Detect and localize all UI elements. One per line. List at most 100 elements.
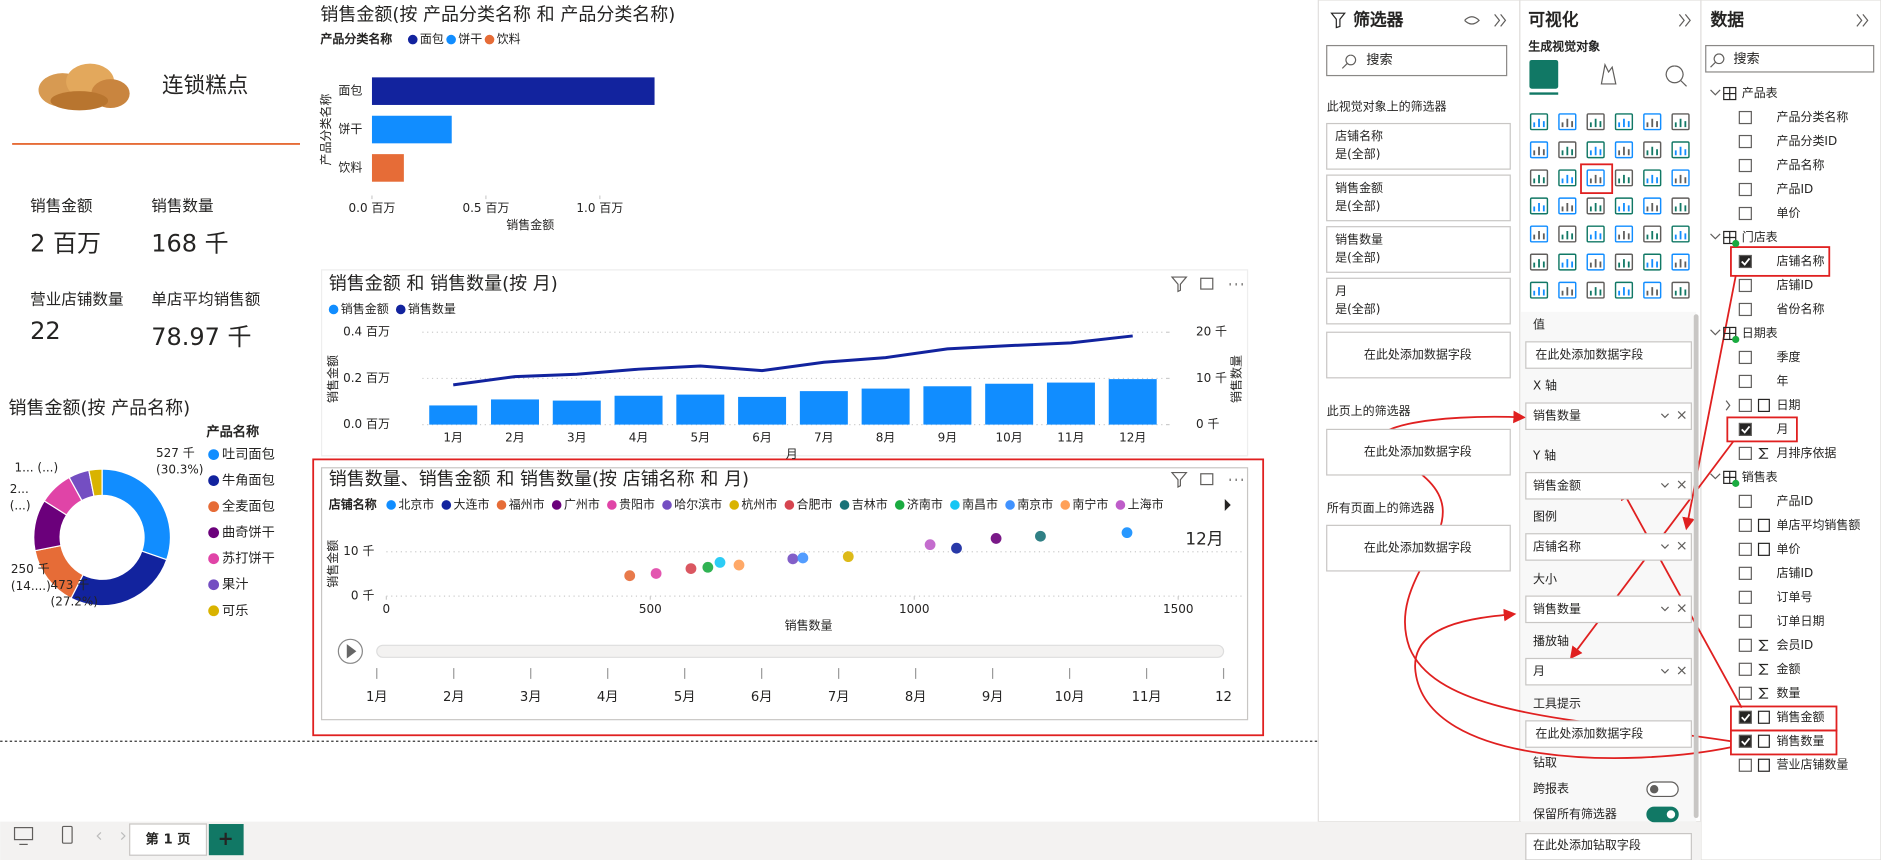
checkbox[interactable] xyxy=(1738,518,1752,532)
visual-icon[interactable] xyxy=(1558,197,1577,215)
visual-icon[interactable] xyxy=(1671,197,1690,215)
page-tab[interactable] xyxy=(129,823,208,856)
visual-icon[interactable] xyxy=(1614,281,1634,299)
visual-icon[interactable] xyxy=(1558,253,1577,271)
checkbox[interactable] xyxy=(1738,278,1752,293)
visual-icon[interactable] xyxy=(1643,281,1662,299)
checkbox[interactable] xyxy=(1738,494,1752,508)
visual-icon[interactable] xyxy=(1586,281,1605,299)
visual-icon[interactable] xyxy=(1529,253,1549,271)
search-box[interactable] xyxy=(1705,44,1875,73)
expand[interactable] xyxy=(1710,89,1721,96)
pane-icons[interactable] xyxy=(1464,14,1507,27)
visual-icon[interactable] xyxy=(1643,197,1662,215)
well-controls[interactable] xyxy=(1660,604,1686,613)
checkbox[interactable] xyxy=(1738,374,1752,389)
visual-icon[interactable] xyxy=(1614,113,1634,131)
well-controls[interactable] xyxy=(1660,666,1686,675)
format-tab[interactable] xyxy=(1600,62,1617,85)
checkbox[interactable] xyxy=(1738,254,1752,269)
collapse[interactable] xyxy=(1678,14,1691,27)
visual-icon[interactable] xyxy=(1671,281,1690,299)
visual-icon[interactable] xyxy=(1529,141,1549,159)
analytics-tab[interactable] xyxy=(1665,65,1687,87)
tab-icons[interactable] xyxy=(13,825,126,846)
checkbox[interactable] xyxy=(1738,110,1752,125)
play-track[interactable] xyxy=(376,644,1225,658)
add-page-button[interactable] xyxy=(208,824,244,856)
well-box[interactable] xyxy=(1525,657,1692,686)
checkbox[interactable] xyxy=(1738,206,1752,221)
checkbox[interactable] xyxy=(1738,398,1752,413)
filter-card[interactable] xyxy=(1326,428,1511,476)
checkbox[interactable] xyxy=(1738,734,1752,748)
checkbox[interactable] xyxy=(1738,758,1752,772)
visual-icon[interactable] xyxy=(1671,113,1690,131)
visual-icon[interactable] xyxy=(1614,141,1634,159)
filter-card[interactable] xyxy=(1326,524,1511,572)
visual-icon[interactable] xyxy=(1586,113,1605,131)
visual-icon[interactable] xyxy=(1558,281,1577,299)
visual-icon[interactable] xyxy=(1643,169,1662,187)
expand[interactable] xyxy=(1710,233,1721,240)
visual-icon[interactable] xyxy=(1558,169,1577,187)
visual-header-icons[interactable] xyxy=(1170,276,1243,488)
checkbox[interactable] xyxy=(1738,350,1752,365)
visual-icon[interactable] xyxy=(1529,225,1549,243)
filter-card[interactable] xyxy=(1326,122,1511,170)
expand[interactable] xyxy=(1710,473,1721,480)
filter-card[interactable] xyxy=(1326,277,1511,325)
checkbox[interactable] xyxy=(1738,710,1752,724)
checkbox[interactable] xyxy=(1738,422,1752,436)
visual-icon[interactable] xyxy=(1671,141,1690,159)
visual-icon[interactable] xyxy=(1558,113,1577,131)
checkbox[interactable] xyxy=(1738,590,1752,604)
well-box[interactable] xyxy=(1525,341,1692,369)
visual-icon[interactable] xyxy=(1529,169,1549,187)
well-controls[interactable] xyxy=(1660,541,1686,550)
checkbox[interactable] xyxy=(1738,638,1752,652)
play-icon[interactable] xyxy=(346,644,357,659)
visual-icon[interactable] xyxy=(1614,225,1634,243)
visual-icon[interactable] xyxy=(1643,141,1662,159)
checkbox[interactable] xyxy=(1738,158,1752,173)
visual-icon[interactable] xyxy=(1529,113,1549,131)
expand[interactable] xyxy=(1725,400,1731,411)
visual-icon[interactable] xyxy=(1558,225,1577,243)
well-box[interactable] xyxy=(1525,720,1692,748)
visual-icon[interactable] xyxy=(1586,169,1605,187)
visual-icon[interactable] xyxy=(1671,253,1690,271)
visual-icon[interactable] xyxy=(1614,169,1634,187)
filter-card[interactable] xyxy=(1326,331,1511,379)
visual-icon[interactable] xyxy=(1529,281,1549,299)
well-controls[interactable] xyxy=(1660,480,1686,489)
checkbox[interactable] xyxy=(1738,446,1752,460)
checkbox[interactable] xyxy=(1738,182,1752,197)
visual-icon[interactable] xyxy=(1586,253,1605,271)
legend-next[interactable] xyxy=(1224,498,1231,511)
checkbox[interactable] xyxy=(1738,542,1752,556)
build-tab[interactable] xyxy=(1529,59,1559,89)
visual-icon[interactable] xyxy=(1643,113,1662,131)
checkbox[interactable] xyxy=(1738,566,1752,580)
visual-icon[interactable] xyxy=(1586,225,1605,243)
checkbox[interactable] xyxy=(1738,302,1752,317)
checkbox[interactable] xyxy=(1738,662,1752,676)
filter-card[interactable] xyxy=(1326,174,1511,222)
visual-icon[interactable] xyxy=(1643,225,1662,243)
drill-box[interactable] xyxy=(1525,833,1692,860)
checkbox[interactable] xyxy=(1738,134,1752,149)
collapse[interactable] xyxy=(1856,14,1869,27)
visual-icon[interactable] xyxy=(1529,197,1549,215)
expand[interactable] xyxy=(1710,329,1721,336)
checkbox[interactable] xyxy=(1738,686,1752,700)
visual-icon[interactable] xyxy=(1671,225,1690,243)
well-controls[interactable] xyxy=(1660,410,1686,420)
visual-icon[interactable] xyxy=(1614,197,1634,215)
filter-card[interactable] xyxy=(1326,226,1511,273)
checkbox[interactable] xyxy=(1738,614,1752,628)
visual-icon[interactable] xyxy=(1671,169,1690,187)
visual-icon[interactable] xyxy=(1614,253,1634,271)
visual-icon[interactable] xyxy=(1586,141,1605,159)
visual-icon[interactable] xyxy=(1558,141,1577,159)
